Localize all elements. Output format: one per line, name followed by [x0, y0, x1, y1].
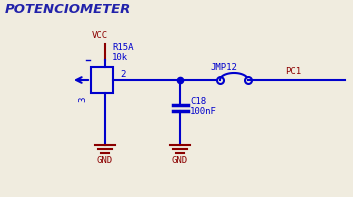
Text: 2: 2	[120, 70, 125, 79]
Text: 10k: 10k	[112, 53, 128, 62]
Text: POTENCIOMETER: POTENCIOMETER	[5, 3, 131, 16]
Text: GND: GND	[97, 156, 113, 165]
Text: GND: GND	[172, 156, 188, 165]
Text: 3: 3	[78, 97, 87, 102]
Text: R15A: R15A	[112, 43, 133, 52]
Text: 100nF: 100nF	[190, 107, 217, 116]
Text: PC1: PC1	[285, 67, 301, 76]
Text: JMP12: JMP12	[210, 63, 237, 72]
Text: C18: C18	[190, 97, 206, 106]
Text: VCC: VCC	[92, 31, 108, 40]
Bar	[91, 67, 113, 93]
